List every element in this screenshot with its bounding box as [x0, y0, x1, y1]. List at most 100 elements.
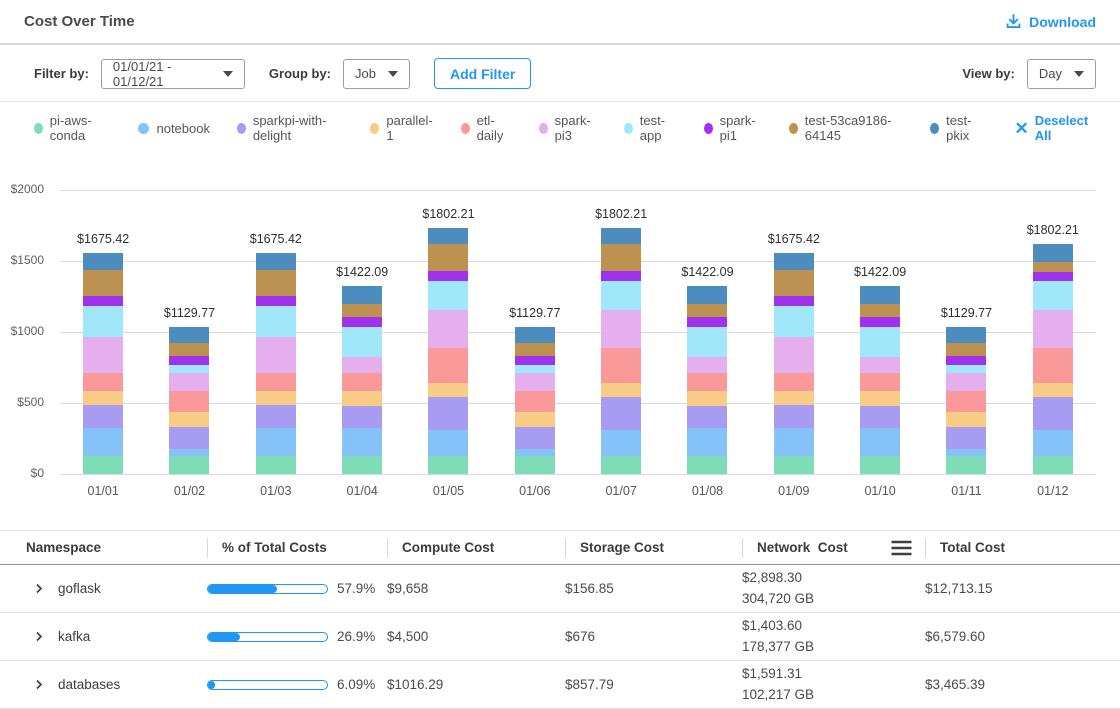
bar-segment[interactable]	[169, 412, 209, 426]
bar-segment[interactable]	[169, 427, 209, 450]
table-row[interactable]: goflask57.9%$9,658$156.85$2,898.30304,72…	[0, 565, 1120, 613]
bar-stack[interactable]	[1033, 244, 1073, 474]
bar-segment[interactable]	[1033, 272, 1073, 282]
bar-segment[interactable]	[860, 304, 900, 317]
bar-segment[interactable]	[774, 456, 814, 474]
bar-segment[interactable]	[687, 327, 727, 357]
bar-segment[interactable]	[601, 228, 641, 245]
bar-segment[interactable]	[342, 357, 382, 374]
bar-segment[interactable]	[860, 317, 900, 327]
legend-item[interactable]: sparkpi-with-delight	[237, 113, 343, 143]
table-row[interactable]: kafka26.9%$4,500$676$1,403.60178,377 GB$…	[0, 613, 1120, 661]
bar-stack[interactable]	[342, 286, 382, 474]
bar-segment[interactable]	[256, 253, 296, 270]
bar-segment[interactable]	[860, 373, 900, 391]
bar-segment[interactable]	[515, 327, 555, 343]
bar-segment[interactable]	[946, 449, 986, 456]
bar-segment[interactable]	[169, 356, 209, 366]
bar-segment[interactable]	[860, 286, 900, 304]
column-header-storage-cost[interactable]: Storage Cost	[565, 538, 742, 558]
bar-segment[interactable]	[83, 296, 123, 306]
bar-segment[interactable]	[860, 428, 900, 455]
bar-segment[interactable]	[774, 306, 814, 337]
bar-segment[interactable]	[428, 456, 468, 474]
bar-stack[interactable]	[169, 327, 209, 474]
bar-segment[interactable]	[687, 406, 727, 429]
bar-segment[interactable]	[83, 270, 123, 296]
bar-segment[interactable]	[169, 391, 209, 412]
bar-segment[interactable]	[83, 306, 123, 337]
bar-segment[interactable]	[1033, 281, 1073, 310]
bar-segment[interactable]	[946, 412, 986, 426]
bar-segment[interactable]	[601, 383, 641, 397]
bar-segment[interactable]	[860, 327, 900, 357]
bar-segment[interactable]	[256, 428, 296, 456]
namespace-cell[interactable]: goflask	[24, 581, 207, 596]
bar-segment[interactable]	[342, 428, 382, 455]
bar-segment[interactable]	[515, 391, 555, 412]
bar-stack[interactable]	[515, 327, 555, 474]
bar-segment[interactable]	[946, 343, 986, 356]
bar-segment[interactable]	[601, 348, 641, 384]
bar-segment[interactable]	[428, 244, 468, 271]
deselect-all-button[interactable]: ✕ Deselect All	[1014, 113, 1096, 143]
bar-segment[interactable]	[1033, 310, 1073, 347]
legend-item[interactable]: test-pkix	[930, 113, 984, 143]
bar-segment[interactable]	[1033, 348, 1073, 384]
bar-segment[interactable]	[169, 343, 209, 356]
download-button[interactable]: Download	[1005, 13, 1096, 30]
bar-segment[interactable]	[515, 343, 555, 356]
bar-segment[interactable]	[946, 373, 986, 391]
bar-stack[interactable]	[83, 253, 123, 474]
bar-segment[interactable]	[1033, 244, 1073, 262]
bar-segment[interactable]	[256, 456, 296, 474]
row-expand-chevron-icon[interactable]	[33, 630, 45, 643]
row-expand-chevron-icon[interactable]	[33, 678, 45, 691]
bar-segment[interactable]	[515, 456, 555, 474]
bar-segment[interactable]	[428, 271, 468, 281]
bar-segment[interactable]	[428, 397, 468, 429]
bar-segment[interactable]	[1033, 456, 1073, 474]
bar-segment[interactable]	[428, 310, 468, 347]
legend-item[interactable]: parallel-1	[370, 113, 434, 143]
bar-segment[interactable]	[687, 317, 727, 327]
bar-segment[interactable]	[687, 373, 727, 391]
bar-segment[interactable]	[515, 412, 555, 426]
bar-segment[interactable]	[687, 286, 727, 304]
bar-segment[interactable]	[428, 430, 468, 456]
bar-segment[interactable]	[342, 286, 382, 304]
bar-segment[interactable]	[687, 304, 727, 317]
namespace-cell[interactable]: databases	[24, 677, 207, 692]
bar-segment[interactable]	[83, 391, 123, 405]
legend-item[interactable]: etl-daily	[461, 113, 512, 143]
bar-segment[interactable]	[256, 405, 296, 428]
bar-segment[interactable]	[83, 373, 123, 391]
bar-segment[interactable]	[774, 296, 814, 306]
column-header-compute-cost[interactable]: Compute Cost	[387, 538, 565, 558]
bar-segment[interactable]	[774, 391, 814, 405]
bar-stack[interactable]	[601, 228, 641, 474]
bar-segment[interactable]	[256, 373, 296, 391]
bar-segment[interactable]	[601, 244, 641, 271]
bar-segment[interactable]	[946, 427, 986, 450]
bar-segment[interactable]	[169, 373, 209, 391]
bar-segment[interactable]	[946, 456, 986, 474]
bar-segment[interactable]	[601, 281, 641, 311]
bar-segment[interactable]	[774, 428, 814, 456]
bar-segment[interactable]	[515, 365, 555, 373]
bar-segment[interactable]	[601, 397, 641, 429]
bar-segment[interactable]	[256, 296, 296, 306]
bar-segment[interactable]	[342, 456, 382, 474]
legend-item[interactable]: spark-pi3	[539, 113, 597, 143]
add-filter-button[interactable]: Add Filter	[434, 58, 531, 89]
bar-segment[interactable]	[169, 456, 209, 474]
bar-segment[interactable]	[256, 391, 296, 405]
bar-segment[interactable]	[342, 327, 382, 357]
bar-segment[interactable]	[860, 357, 900, 374]
column-settings-icon[interactable]	[890, 540, 913, 556]
bar-segment[interactable]	[1033, 430, 1073, 456]
bar-segment[interactable]	[687, 456, 727, 474]
view-by-select[interactable]: Day	[1027, 59, 1096, 89]
bar-segment[interactable]	[428, 281, 468, 311]
column-header-percent-of-total-costs[interactable]: % of Total Costs	[207, 538, 387, 558]
